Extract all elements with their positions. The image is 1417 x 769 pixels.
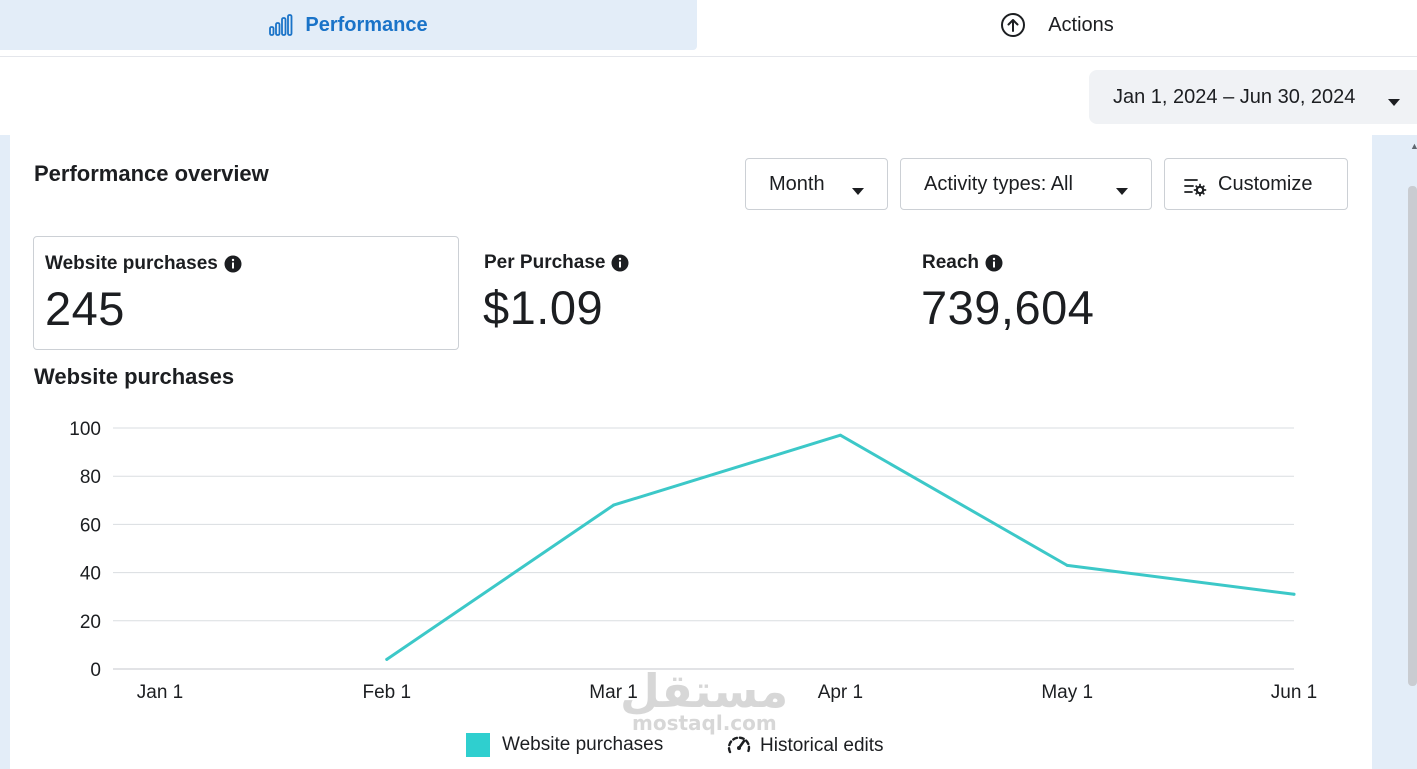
watermark-arabic: مستقل [620, 664, 789, 718]
date-range-label: Jan 1, 2024 – Jun 30, 2024 [1113, 85, 1356, 108]
website-purchases-line-chart: 0 20 40 60 80 100 Jan 1 Feb 1 Mar 1 Apr 1 May 1 Jun… [69, 419, 1317, 703]
legend-item-website-purchases[interactable]: Website purchases [466, 733, 663, 757]
watermark: مستقل mostaql.com [620, 667, 788, 735]
info-icon[interactable] [224, 255, 242, 273]
month-dropdown-label: Month [769, 172, 825, 195]
y-tick-label: 40 [80, 564, 101, 585]
y-tick-label: 20 [80, 612, 101, 633]
metric-per-purchase[interactable]: Per Purchase $1.09 [472, 236, 892, 350]
settings-list-icon [1183, 175, 1207, 203]
metric-reach[interactable]: Reach 739,604 [910, 236, 1330, 350]
gauge-icon [726, 733, 752, 759]
data-point [1065, 563, 1069, 567]
y-tick-label: 100 [69, 419, 101, 440]
x-tick-label: Mar 1 [589, 682, 638, 703]
metric-value: 245 [45, 282, 125, 335]
metric-label: Per Purchase [484, 252, 606, 273]
series-line [385, 433, 1296, 661]
activity-types-dropdown[interactable]: Activity types: All [900, 158, 1152, 210]
chart-title: Website purchases [34, 364, 235, 389]
data-point [612, 503, 616, 507]
data-point [838, 433, 842, 437]
tab-actions[interactable]: Actions [697, 0, 1417, 50]
metric-label: Website purchases [45, 253, 218, 274]
scroll-up-arrow-icon[interactable]: ▲ [1410, 141, 1417, 151]
metric-value: $1.09 [483, 281, 604, 334]
page-background-left [0, 135, 10, 769]
info-icon[interactable] [611, 254, 629, 272]
activity-types-label: Activity types: All [924, 172, 1073, 195]
arrow-up-circle-icon [1000, 12, 1026, 38]
legend-label: Website purchases [502, 734, 664, 755]
tab-actions-label: Actions [1048, 13, 1114, 36]
watermark-latin: mostaql.com [632, 711, 777, 735]
customize-label: Customize [1218, 172, 1313, 195]
tab-performance[interactable]: Performance [0, 0, 697, 50]
scrollbar-thumb[interactable] [1408, 186, 1417, 686]
caret-down-icon [1387, 91, 1401, 114]
metric-label-row: Reach [922, 252, 1003, 274]
month-dropdown[interactable]: Month [745, 158, 888, 210]
x-tick-label: Feb 1 [363, 682, 412, 703]
metric-value: 739,604 [921, 281, 1095, 334]
x-tick-label: Apr 1 [818, 682, 863, 703]
customize-button[interactable]: Customize [1164, 158, 1348, 210]
date-range-picker[interactable]: Jan 1, 2024 – Jun 30, 2024 [1089, 70, 1417, 124]
y-tick-label: 0 [90, 660, 101, 681]
data-point [385, 657, 389, 661]
legend-item-historical-edits[interactable]: Historical edits [726, 733, 884, 759]
y-tick-label: 80 [80, 467, 101, 488]
legend-swatch [466, 733, 490, 757]
y-tick-label: 60 [80, 515, 101, 536]
performance-overview-card: Performance overview Month Activity type… [10, 135, 1372, 769]
data-point [1292, 592, 1296, 596]
metric-label: Reach [922, 252, 980, 273]
x-tick-label: May 1 [1041, 682, 1093, 703]
x-tick-label: Jun 1 [1271, 682, 1317, 703]
bar-chart-icon [269, 14, 293, 36]
legend-label: Historical edits [760, 735, 884, 756]
caret-down-icon [1115, 180, 1129, 203]
tab-performance-label: Performance [305, 13, 428, 36]
info-icon[interactable] [985, 254, 1003, 272]
caret-down-icon [851, 180, 865, 203]
metric-label-row: Website purchases [45, 253, 242, 275]
tab-bar: Performance Actions [0, 0, 1417, 57]
metric-label-row: Per Purchase [484, 252, 629, 274]
card-title: Performance overview [34, 161, 269, 186]
metric-website-purchases[interactable]: Website purchases 245 [33, 236, 459, 350]
x-tick-label: Jan 1 [137, 682, 183, 703]
